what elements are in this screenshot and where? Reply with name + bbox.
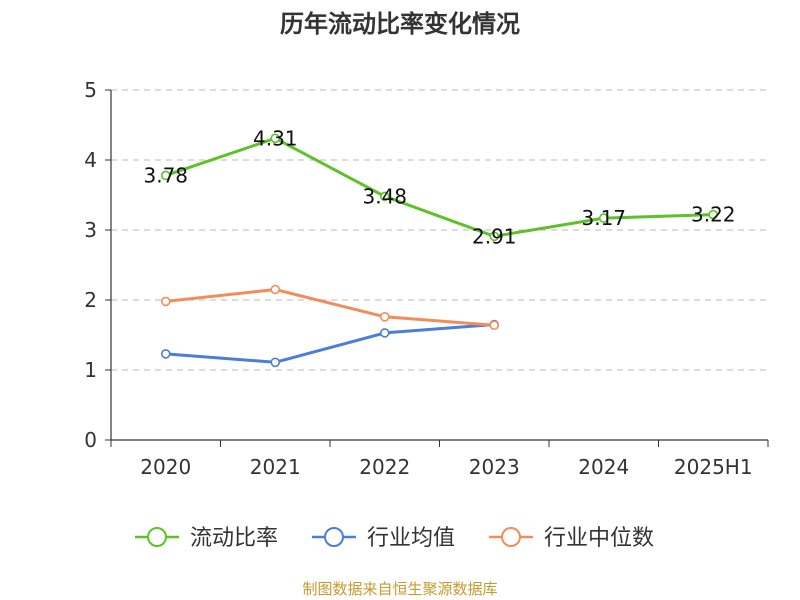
legend-item-1[interactable]: 流动比率 [135,526,278,551]
series-line-3 [165,288,495,327]
data-label: 3.78 [143,163,188,187]
legend-label: 行业均值 [367,526,455,551]
legend-swatch-marker [501,527,521,547]
data-point[interactable] [160,170,171,181]
y-tick-label: 5 [84,78,97,102]
data-label: 2.91 [472,224,517,248]
x-tick-label: 2024 [578,455,629,479]
data-point[interactable] [708,209,719,220]
y-tick-label: 0 [84,428,97,452]
data-point[interactable] [379,311,390,322]
y-tick-label: 3 [84,218,97,242]
legend-item-2[interactable]: 行业均值 [312,526,455,551]
data-labels: 3.78 4.31 3.48 2.91 3.17 3.22 [143,126,735,248]
x-tick-label: 2022 [359,455,410,479]
data-point[interactable] [489,231,500,242]
chart-title: 历年流动比率变化情况 [280,10,520,38]
y-tick-label: 2 [84,288,97,312]
x-tick-label: 2025H1 [674,455,753,479]
x-tick-label: 2020 [140,455,191,479]
data-point[interactable] [379,191,390,202]
data-point[interactable] [270,284,281,295]
axes: 0 1 2 3 4 5 2020 2021 2022 2023 2024 2025H1 [84,78,769,479]
legend-label: 流动比率 [190,526,278,551]
data-label: 3.22 [691,203,736,227]
data-point[interactable] [270,357,281,368]
x-tick-label: 2023 [469,455,520,479]
series [160,133,719,368]
legend-item-3[interactable]: 行业中位数 [489,526,654,551]
source-note: 制图数据来自恒生聚源数据库 [302,580,497,598]
legend-swatch-marker [147,527,167,547]
x-tick-label: 2021 [250,455,301,479]
data-label: 3.48 [362,184,407,208]
legend[interactable]: 流动比率 行业均值 行业中位数 [135,526,654,551]
y-tick-label: 4 [84,148,97,172]
legend-swatch-marker [324,527,344,547]
data-point[interactable] [160,296,171,307]
data-point[interactable] [160,349,171,359]
legend-label: 行业中位数 [544,526,654,551]
data-label: 4.31 [253,126,298,150]
data-point[interactable] [379,328,390,338]
data-point[interactable] [489,320,500,331]
data-point[interactable] [598,213,609,223]
series-line-2 [165,323,495,364]
y-tick-label: 1 [84,358,97,382]
data-label: 3.17 [581,206,626,230]
data-point[interactable] [270,133,281,144]
series-line-1 [165,136,714,238]
